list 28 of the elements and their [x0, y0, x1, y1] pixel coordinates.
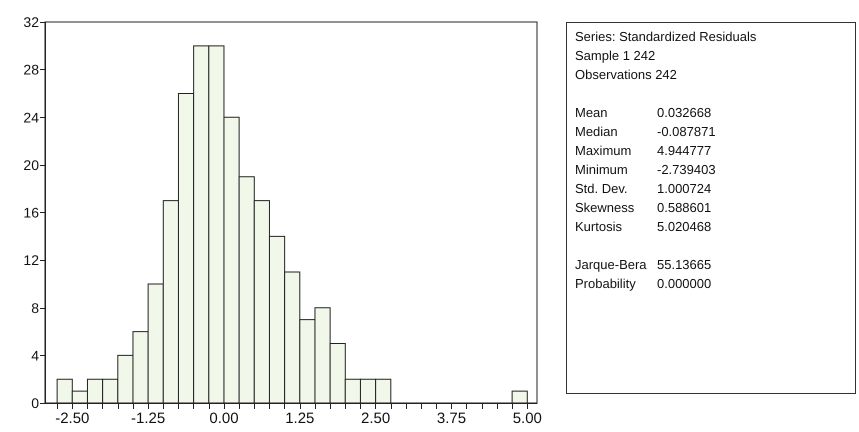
x-tick-label: 0.00 [209, 410, 239, 427]
x-tick-label: -2.50 [55, 410, 90, 427]
y-tick-label: 28 [23, 62, 40, 78]
x-tick-label: 5.00 [512, 410, 542, 427]
x-tick-label: -1.25 [131, 410, 166, 427]
text: Maximum 4.944777 [575, 143, 712, 158]
text: Jarque-Bera 55.13665 [575, 256, 712, 274]
x-tick-label: 2.50 [361, 410, 390, 427]
text: Sample 1 242 [575, 47, 656, 65]
text: Kurtosis 5.020468 [575, 219, 712, 234]
x-tick-label: 3.75 [436, 410, 466, 427]
x-tick-label: 1.25 [285, 410, 314, 427]
text: Minimum -2.739403 [575, 162, 716, 177]
y-tick-label: 24 [23, 109, 40, 126]
y-tick-label: 4 [31, 347, 40, 364]
y-tick-label: 0 [31, 395, 40, 411]
text: Std. Dev. 1.000724 [575, 181, 712, 196]
text: Observations 242 [575, 66, 678, 84]
y-tick-label: 16 [23, 204, 40, 220]
text: Series: Standardized Residuals [575, 28, 758, 46]
text: Mean 0.032668 [575, 105, 712, 120]
text: Skewness 0.588601 [575, 200, 712, 215]
y-tick-label: 20 [23, 156, 40, 173]
y-tick-label: 12 [23, 252, 40, 268]
y-tick-label: 32 [23, 14, 40, 30]
y-tick-label: 8 [31, 300, 40, 316]
text: Median -0.087871 [575, 124, 716, 139]
text: Probability 0.000000 [575, 276, 712, 291]
